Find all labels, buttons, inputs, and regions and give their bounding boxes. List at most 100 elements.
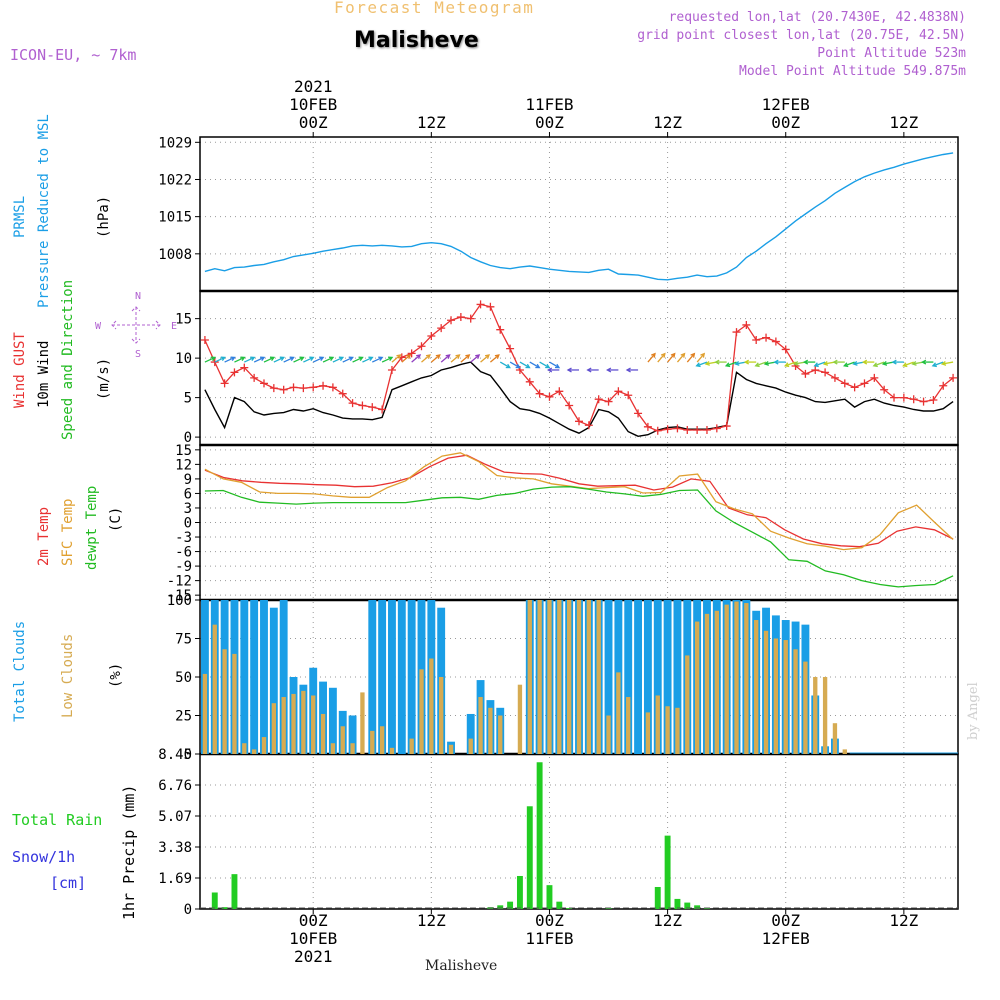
- y-tick-label: 1029: [158, 135, 192, 151]
- low-cloud-bar: [675, 707, 680, 754]
- gust-marker: [328, 383, 337, 392]
- wind-arrow: [814, 361, 826, 367]
- rain-bar: [684, 902, 691, 909]
- total-cloud-bar: [279, 600, 288, 754]
- wind-arrow: [293, 356, 304, 363]
- wind-arrow: [686, 353, 695, 363]
- wind-arrow-head: [625, 367, 631, 373]
- wind-arrow-head: [872, 362, 878, 368]
- low-cloud-bar: [340, 726, 345, 754]
- low-cloud-bar: [301, 690, 306, 754]
- total-cloud-bar: [368, 600, 377, 754]
- wind-arrow: [332, 356, 344, 363]
- low-cloud-bar: [557, 600, 562, 754]
- wind-arrow: [509, 361, 520, 369]
- wind-arrow-head: [289, 356, 295, 362]
- wind-arrow-head: [319, 356, 325, 362]
- grid-lines: [195, 137, 958, 910]
- wind-arrow: [391, 354, 401, 363]
- wind-arrow-head: [822, 360, 829, 366]
- wind-arrow-head: [388, 356, 394, 362]
- top-year-label: 2021: [294, 77, 333, 96]
- y-tick-label: 100: [167, 593, 192, 609]
- wind-gust-line: [204, 303, 954, 432]
- wind-arrow: [322, 356, 334, 363]
- compass-w: W: [95, 321, 102, 332]
- top-time-label: 00Z: [771, 113, 800, 132]
- gust-marker: [840, 379, 849, 388]
- y-tick-label: 5.07: [158, 809, 192, 825]
- low-cloud-bar: [655, 695, 660, 754]
- y-tick-label: 10: [175, 351, 192, 367]
- wind-arrow-head: [368, 356, 374, 362]
- gust-marker: [466, 314, 475, 323]
- y-tick-label: 6.76: [158, 778, 192, 794]
- low-cloud-bar: [281, 697, 286, 754]
- rain-bar: [664, 835, 671, 909]
- total-cloud-bar: [250, 600, 259, 754]
- low-cloud-bar: [202, 673, 208, 754]
- y-tick-label: 5: [184, 391, 192, 407]
- low-cloud-bar: [586, 600, 592, 754]
- wind-arrow-head: [724, 362, 731, 368]
- wind-arrow: [696, 361, 708, 367]
- low-cloud-bar: [498, 715, 503, 754]
- wind-arrow-head: [554, 363, 561, 369]
- rain-bar: [674, 898, 681, 909]
- y-tick-label: -3: [175, 530, 192, 546]
- wind-arrow: [942, 361, 954, 365]
- y-tick-label: -9: [175, 559, 192, 575]
- wind-arrow-head: [843, 362, 849, 368]
- rain-bar: [546, 885, 553, 909]
- wind-speed-label: 10m Wind: [36, 341, 52, 408]
- wind-arrow-head: [445, 354, 451, 359]
- rain-bar: [526, 806, 533, 909]
- wind-arrow: [381, 356, 393, 363]
- low-cloud-bar: [754, 620, 759, 754]
- gust-marker: [584, 421, 593, 430]
- low-cloud-bar: [616, 672, 621, 754]
- wind-arrow-head: [269, 356, 276, 362]
- y-tick-label: 9: [184, 472, 192, 488]
- wind-arrow-head: [260, 356, 266, 362]
- wind-arrow: [352, 356, 363, 363]
- pressure-line: [204, 152, 954, 281]
- y-tick-label: -6: [175, 545, 192, 561]
- wind-arrow-head: [250, 356, 256, 362]
- wind-arrow-head: [484, 354, 491, 359]
- wind-arrow-head: [475, 354, 481, 359]
- total-cloud-bar: [604, 600, 613, 754]
- wind-arrow-head: [309, 356, 315, 362]
- low-cloud-bar: [261, 737, 267, 754]
- gust-marker: [348, 399, 357, 408]
- bottom-time-label: 12Z: [417, 911, 446, 930]
- dewpt-temp-label: dewpt Temp: [84, 486, 100, 570]
- gust-marker: [624, 391, 633, 400]
- wind-arrow: [273, 356, 285, 363]
- wind-arrow-head: [546, 367, 553, 373]
- wind-arrow: [234, 356, 245, 363]
- gust-marker: [210, 358, 219, 367]
- y-tick-label: 3.38: [158, 840, 192, 856]
- gust-marker: [486, 302, 495, 311]
- wind-arrow: [312, 356, 324, 363]
- gust-marker: [309, 383, 318, 392]
- bottom-time-label: 12Z: [653, 911, 682, 930]
- bottom-time-label: 00Z: [535, 911, 564, 930]
- gust-marker: [781, 345, 790, 354]
- total-rain-label: Total Rain: [12, 811, 102, 829]
- gust-marker: [240, 363, 249, 372]
- y-tick-label: 0: [184, 430, 192, 446]
- wind-arrow: [755, 361, 767, 367]
- wind-arrow-head: [455, 354, 461, 359]
- y-tick-label: 0: [184, 516, 192, 532]
- compass-arrows: [111, 306, 161, 344]
- low-clouds-label: Low Clouds: [60, 634, 76, 718]
- low-cloud-bar: [488, 707, 493, 754]
- top-time-label: 11FEB: [525, 95, 573, 114]
- wind-arrow: [342, 356, 353, 363]
- wind-arrow-head: [230, 356, 236, 362]
- gust-marker: [545, 392, 554, 401]
- wind-arrow-head: [743, 359, 750, 365]
